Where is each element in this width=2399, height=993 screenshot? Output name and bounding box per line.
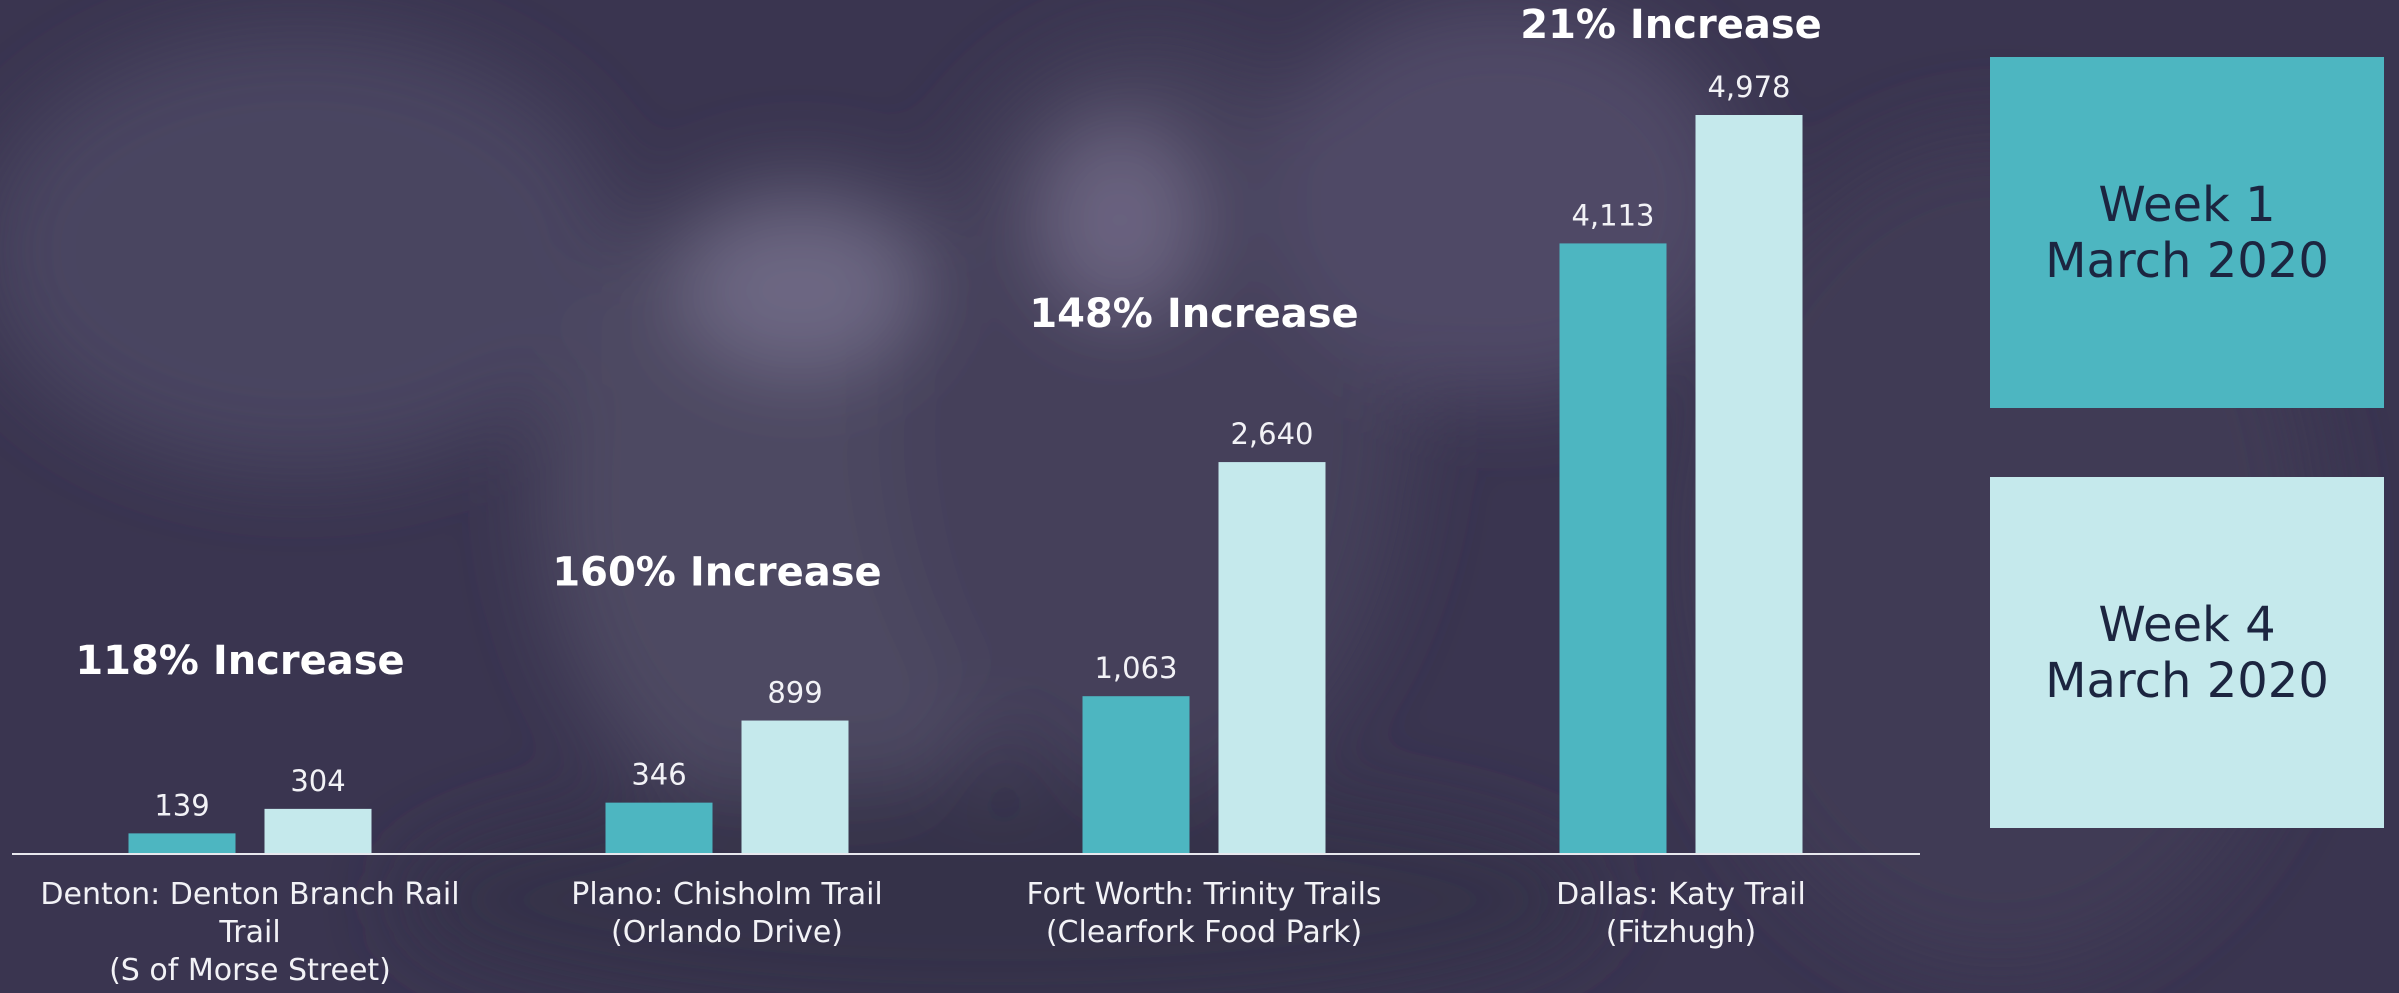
bar xyxy=(741,720,849,854)
bar xyxy=(605,802,713,854)
value-label: 346 xyxy=(631,758,686,792)
annotation: 160% Increase xyxy=(552,550,881,596)
legend-entry: Week 1 March 2020 xyxy=(1990,57,2384,408)
bar xyxy=(1695,115,1803,854)
value-label: 139 xyxy=(154,788,209,822)
value-label: 4,978 xyxy=(1707,70,1790,104)
bar xyxy=(1082,696,1190,854)
x-tick-label: Denton: Denton Branch Rail Trail (S of M… xyxy=(40,877,460,988)
x-tick-label: Plano: Chisholm Trail (Orlando Drive) xyxy=(571,877,883,950)
bar xyxy=(128,833,236,854)
annotation: 118% Increase xyxy=(75,638,404,684)
bar xyxy=(1559,243,1667,855)
bar xyxy=(1218,462,1326,854)
annotation: 148% Increase xyxy=(1029,291,1358,337)
value-label: 4,113 xyxy=(1571,198,1654,232)
legend-entry: Week 4 March 2020 xyxy=(1990,477,2384,828)
bar xyxy=(264,808,372,854)
value-label: 899 xyxy=(767,676,822,710)
value-label: 304 xyxy=(290,764,345,798)
value-label: 2,640 xyxy=(1230,417,1313,451)
annotation: 21% Increase xyxy=(1520,2,1822,48)
value-label: 1,063 xyxy=(1094,651,1177,685)
x-tick-label: Fort Worth: Trinity Trails (Clearfork Fo… xyxy=(1026,877,1382,950)
x-tick-label: Dallas: Katy Trail (Fitzhugh) xyxy=(1556,877,1806,950)
